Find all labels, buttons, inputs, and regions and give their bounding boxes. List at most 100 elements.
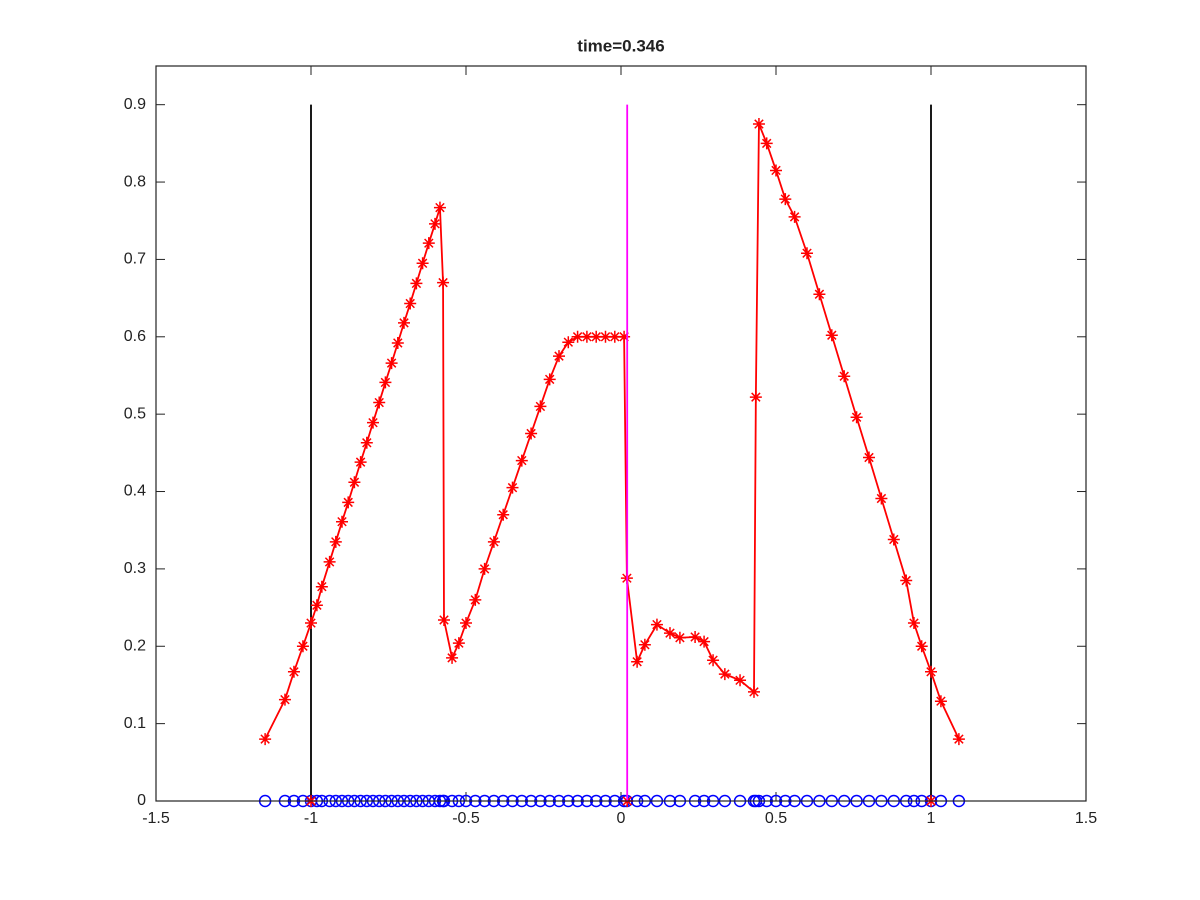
series-line [264,123,960,740]
y-tick-label: 0.8 [124,173,146,190]
star-marker [631,655,644,668]
star-marker [385,357,398,370]
y-tick-label: 0.2 [124,637,146,654]
star-marker [437,613,450,626]
star-marker [825,329,838,342]
star-marker [663,627,676,640]
x-tick-label: 0.5 [765,810,787,827]
y-tick-label: 0 [137,792,146,809]
star-marker [460,617,472,630]
star-marker [838,370,851,383]
star-marker [934,695,947,708]
star-marker [259,733,272,746]
star-marker [907,617,920,630]
star-marker [553,350,565,363]
star-marker [638,638,651,651]
star-marker [673,631,686,644]
star-marker [422,237,435,250]
star-marker [887,533,900,546]
star-marker [429,217,441,230]
star-marker [770,164,782,177]
star-marker [779,193,792,206]
star-marker [875,492,888,505]
star-marker [437,276,450,289]
y-tick-label: 0.5 [124,405,146,422]
star-marker [788,210,801,223]
star-marker [608,330,621,343]
star-marker [515,454,528,467]
star-marker [925,665,937,678]
star-marker [562,336,575,349]
star-marker [433,201,446,214]
star-marker [452,637,465,650]
star-marker [689,630,702,643]
star-marker [747,685,760,698]
y-tick-label: 0.9 [124,96,146,113]
star-marker [410,277,423,290]
y-tick-label: 0.7 [124,251,146,268]
star-marker [734,674,747,687]
star-marker [534,400,547,413]
star-marker [850,411,863,424]
star-marker [373,396,386,409]
star-marker [398,316,410,329]
star-marker [506,481,519,494]
star-marker [543,373,556,386]
star-marker [354,456,367,469]
x-tick-label: 0 [617,810,626,827]
star-marker [801,247,813,260]
star-marker [952,733,965,746]
star-marker [315,580,328,593]
star-marker [416,257,429,270]
star-marker [287,665,300,678]
star-marker [718,668,731,681]
star-marker [698,635,711,648]
star-marker [571,330,584,343]
star-marker [650,618,663,631]
star-marker [497,508,510,521]
star-marker [580,330,593,343]
star-marker [342,496,355,509]
y-tick-label: 0.6 [124,328,146,345]
star-marker [296,640,309,653]
star-marker [863,451,875,464]
x-tick-label: 1 [927,810,936,827]
star-marker [900,574,913,587]
y-tick-label: 0.4 [124,483,146,500]
star-marker [478,562,491,575]
star-marker [278,693,291,706]
star-marker [752,118,765,131]
x-tick-label: -0.5 [452,810,480,827]
x-tick-label: -1.5 [142,810,170,827]
star-marker [487,535,500,548]
star-marker [329,535,342,548]
star-marker [323,555,336,568]
star-marker [360,436,373,449]
star-marker [599,330,612,343]
star-marker [915,640,928,653]
star-marker [310,599,323,612]
star-marker [590,330,603,343]
chart-title: time=0.346 [577,36,664,55]
star-marker [336,515,348,528]
star-marker [525,427,538,440]
y-tick-label: 0.3 [124,560,146,577]
axes-box [155,65,1087,802]
star-marker [391,336,404,349]
star-marker [379,376,392,389]
star-marker [469,593,482,606]
star-marker [813,288,826,301]
star-marker [305,617,317,630]
y-tick-label: 0.1 [124,715,146,732]
star-marker [707,654,720,667]
x-tick-label: -1 [304,810,318,827]
x-tick-label: 1.5 [1075,810,1097,827]
star-marker [348,476,361,489]
star-marker [618,330,631,343]
star-marker [367,416,379,429]
star-marker [404,297,417,310]
star-marker [760,137,773,150]
